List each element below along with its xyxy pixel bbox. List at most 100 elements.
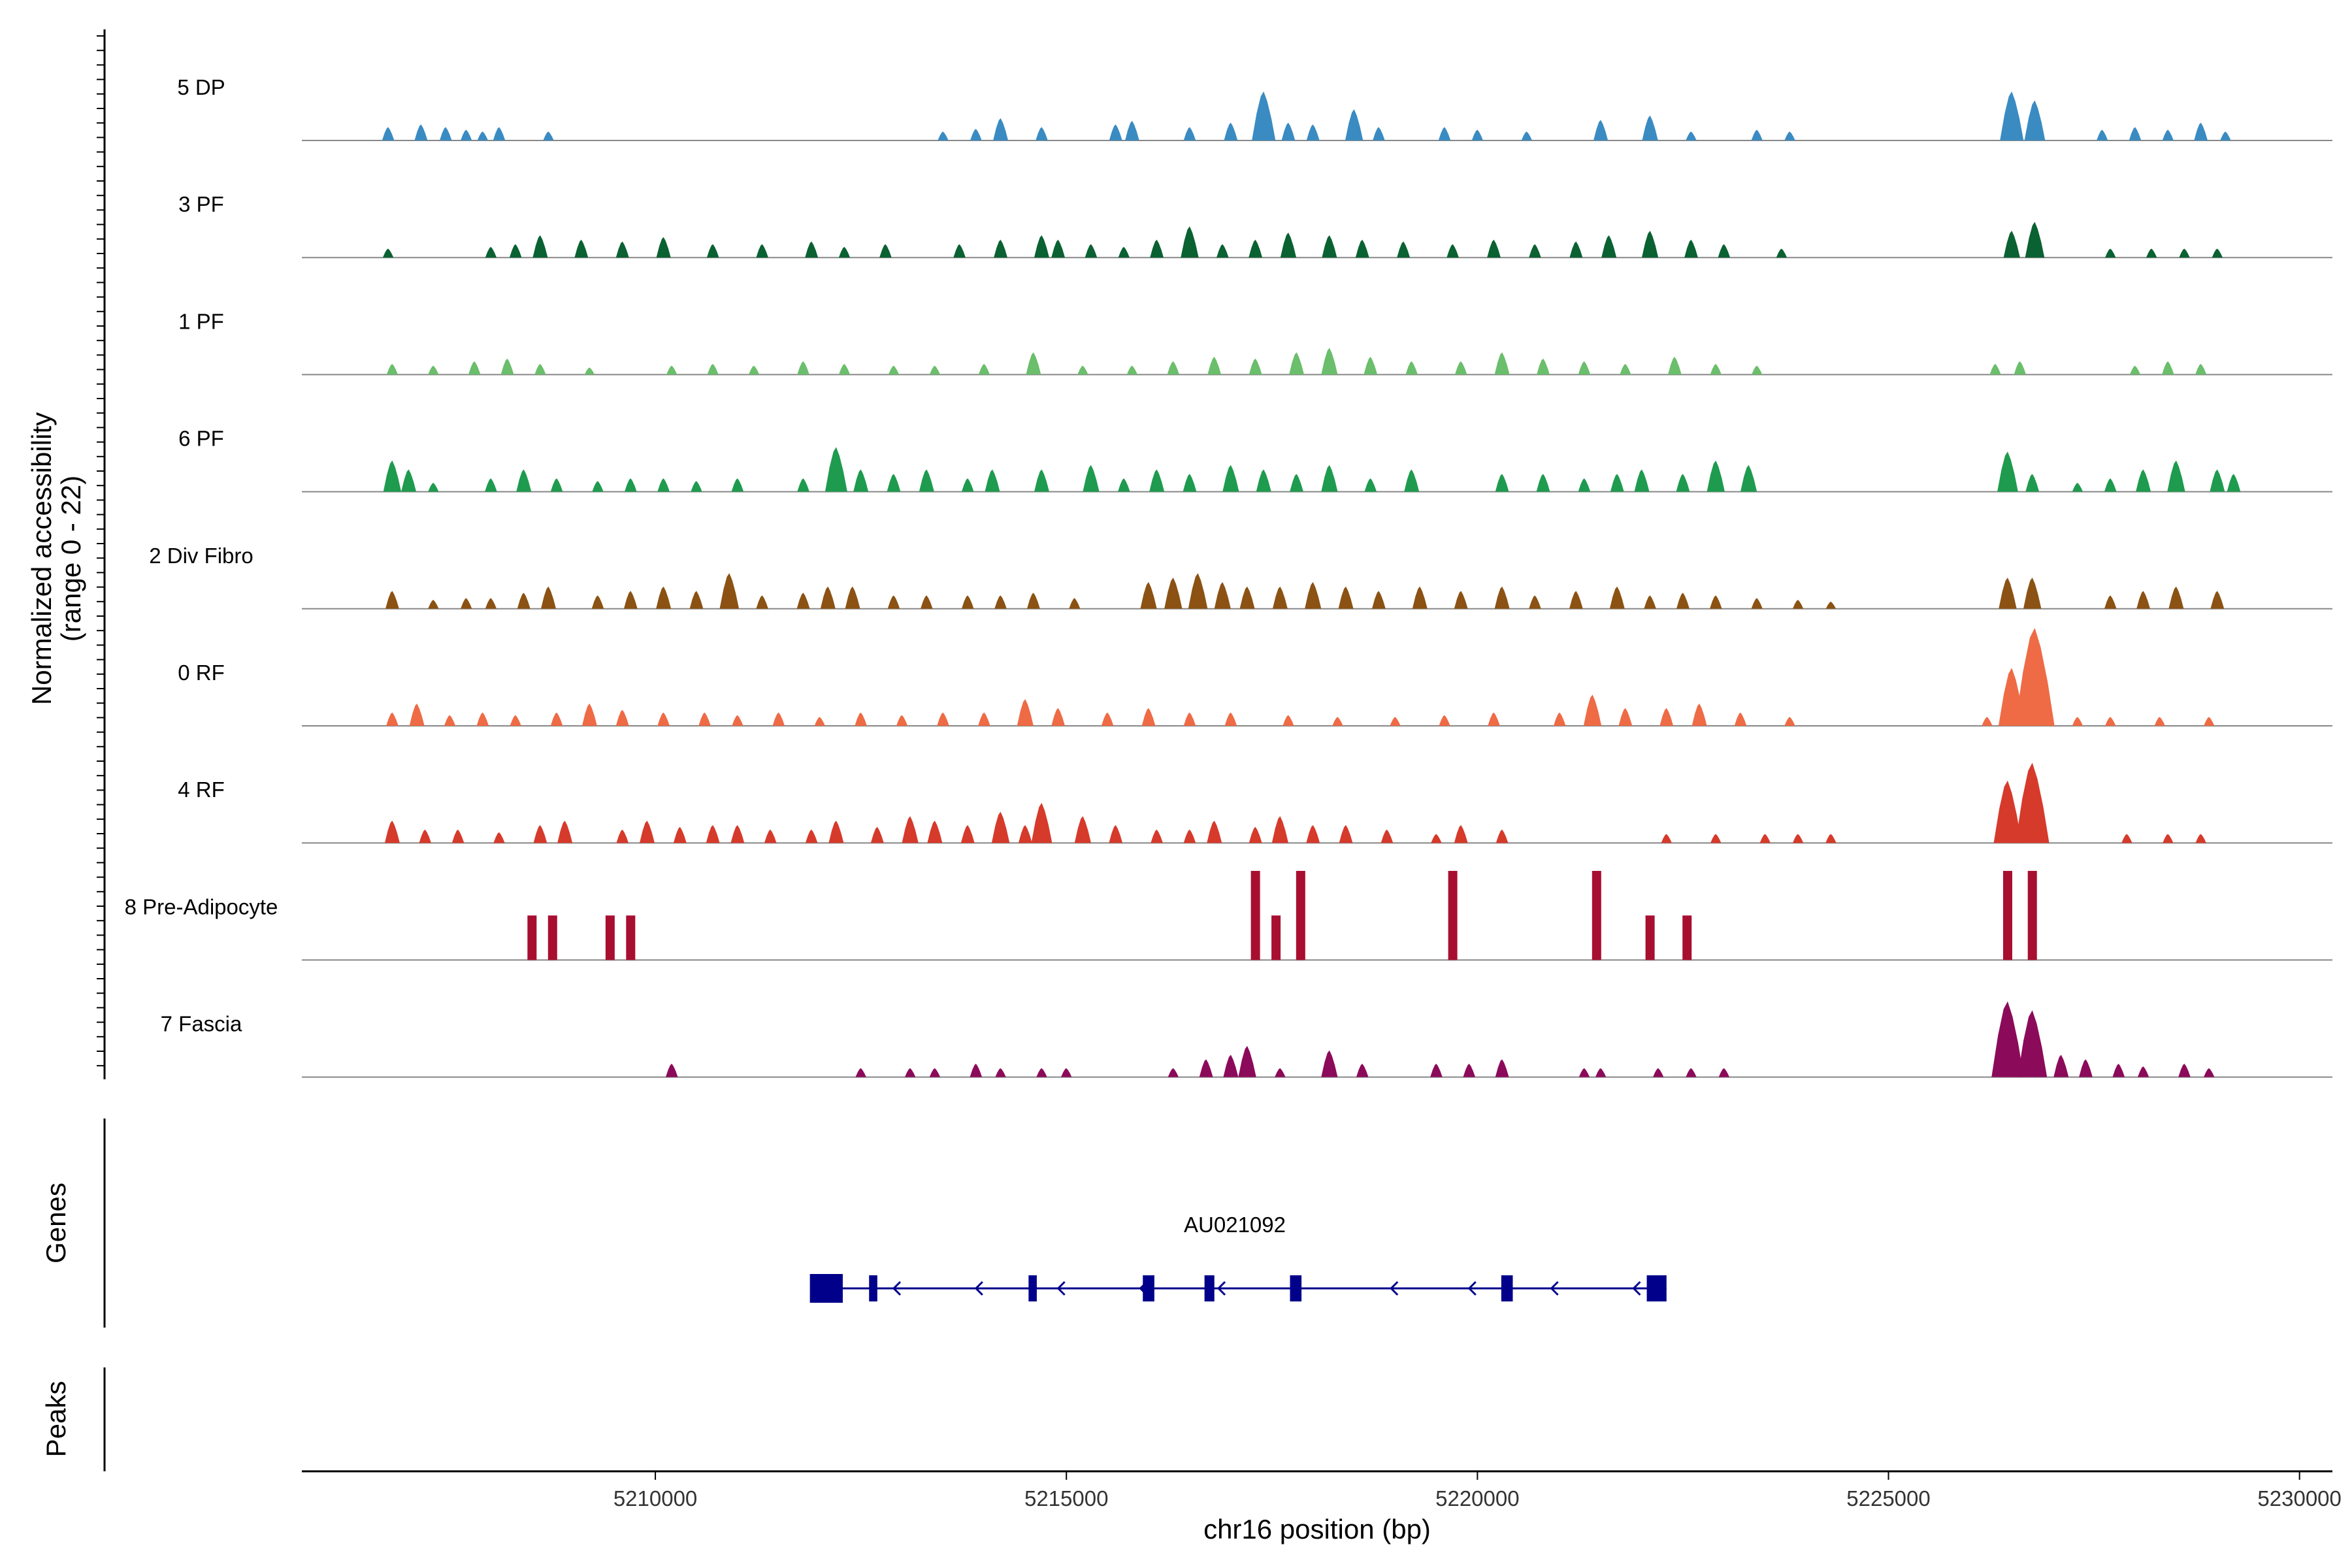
coverage-peak — [2105, 248, 2116, 258]
coverage-peak — [1676, 593, 1690, 609]
coverage-peak — [1188, 573, 1208, 609]
coverage-peak — [623, 591, 638, 609]
coverage-peak — [2105, 717, 2116, 726]
peaks-panel-label: Peaks — [41, 1381, 71, 1458]
coverage-peak — [1430, 1064, 1443, 1077]
coverage-peak — [838, 364, 851, 375]
coverage-peak — [1593, 120, 1609, 140]
coverage-peak — [532, 235, 548, 258]
coverage-peak — [732, 715, 743, 726]
track-0: 5 DP — [177, 75, 2332, 141]
coverage-peak — [706, 825, 720, 843]
gene-exon — [1290, 1275, 1302, 1301]
coverage-peak — [970, 129, 982, 140]
coverage-peak — [1321, 465, 1338, 492]
coverage-peak — [1691, 703, 1707, 726]
coverage-peak — [493, 832, 505, 843]
coverage-peak — [1289, 352, 1305, 375]
coverage-tracks: 5 DP 3 PF 1 PF 6 PF 2 Div Fibro 0 RF 4 RF 8 Pre… — [125, 75, 2332, 1078]
coverage-peak — [1167, 361, 1180, 375]
coverage-peak — [1181, 226, 1199, 258]
coverage-peak — [1224, 712, 1237, 726]
strand-arrow — [1390, 1281, 1399, 1296]
coverage-peak — [468, 361, 481, 375]
coverage-peak — [1667, 357, 1682, 375]
coverage-peak — [1734, 712, 1747, 726]
coverage-peak — [1140, 581, 1157, 609]
coverage-peak — [517, 593, 531, 609]
coverage-peak — [1620, 364, 1631, 375]
coverage-peak — [845, 586, 860, 609]
coverage-peak — [2179, 248, 2190, 258]
coverage-peak — [1338, 586, 1354, 609]
coverage-peak — [1997, 451, 2018, 492]
coverage-peak — [1578, 1068, 1590, 1077]
coverage-peak — [1034, 235, 1049, 258]
coverage-peak — [1223, 1054, 1239, 1077]
coverage-peak — [1536, 474, 1550, 492]
strand-arrow — [1217, 1281, 1226, 1296]
coverage-peak — [896, 715, 908, 726]
coverage-peak — [451, 829, 465, 843]
coverage-peak — [1280, 233, 1297, 258]
gene-exon — [809, 1274, 843, 1303]
gene-exon — [1028, 1275, 1037, 1301]
coverage-peak — [1345, 109, 1364, 140]
coverage-peak — [1610, 474, 1624, 492]
coverage-peak — [1296, 871, 1305, 960]
coverage-peak — [1149, 469, 1165, 492]
coverage-peak — [689, 591, 704, 609]
coverage-peak — [461, 598, 472, 609]
coverage-peak — [2024, 100, 2046, 140]
coverage-peak — [691, 481, 702, 492]
coverage-peak — [1018, 825, 1032, 843]
coverage-peak — [1126, 365, 1138, 375]
gene-exon — [1501, 1275, 1513, 1301]
coverage-peak — [2136, 591, 2150, 609]
coverage-peak — [1321, 348, 1338, 375]
coverage-peak — [2025, 474, 2040, 492]
coverage-peak — [2204, 1068, 2215, 1077]
coverage-peak — [1431, 834, 1442, 843]
coverage-peak — [1521, 131, 1533, 140]
coverage-peak — [1454, 825, 1468, 843]
coverage-peak — [1199, 1059, 1213, 1077]
coverage-peak — [2072, 717, 2083, 726]
coverage-peak — [1991, 1001, 2024, 1077]
coverage-peak — [820, 586, 836, 609]
genes-panel-label: Genes — [41, 1183, 71, 1264]
coverage-peak — [1825, 834, 1837, 843]
coverage-peak — [2129, 365, 2141, 375]
coverage-peak — [2097, 129, 2108, 140]
coverage-peak — [1249, 826, 1262, 843]
track-6: 4 RF — [178, 762, 2332, 844]
coverage-peak — [550, 478, 563, 492]
coverage-peak — [1150, 239, 1164, 258]
coverage-peak — [970, 1064, 983, 1077]
coverage-peak — [1659, 708, 1674, 726]
coverage-peak — [1784, 717, 1795, 726]
coverage-peak — [657, 712, 670, 726]
coverage-peak — [1759, 834, 1771, 843]
coverage-peak — [382, 248, 394, 258]
coverage-peak — [2104, 478, 2117, 492]
coverage-peak — [1494, 352, 1510, 375]
coverage-peak — [1609, 586, 1625, 609]
coverage-peak — [993, 118, 1009, 140]
coverage-peak — [1982, 717, 1993, 726]
coverage-peak — [1412, 586, 1428, 609]
coverage-peak — [730, 825, 745, 843]
coverage-peak — [1214, 581, 1231, 609]
coverage-peak — [666, 365, 678, 375]
coverage-peak — [1216, 244, 1229, 258]
coverage-peak — [904, 1068, 916, 1077]
coverage-peak — [838, 246, 851, 258]
coverage-peak — [1495, 829, 1509, 843]
coverage-peak — [428, 365, 439, 375]
coverage-peak — [805, 829, 818, 843]
coverage-peak — [1448, 871, 1458, 960]
coverage-peak — [1709, 595, 1722, 609]
coverage-peak — [1322, 235, 1337, 258]
strand-arrow — [1550, 1281, 1559, 1296]
coverage-peak — [1569, 241, 1583, 258]
